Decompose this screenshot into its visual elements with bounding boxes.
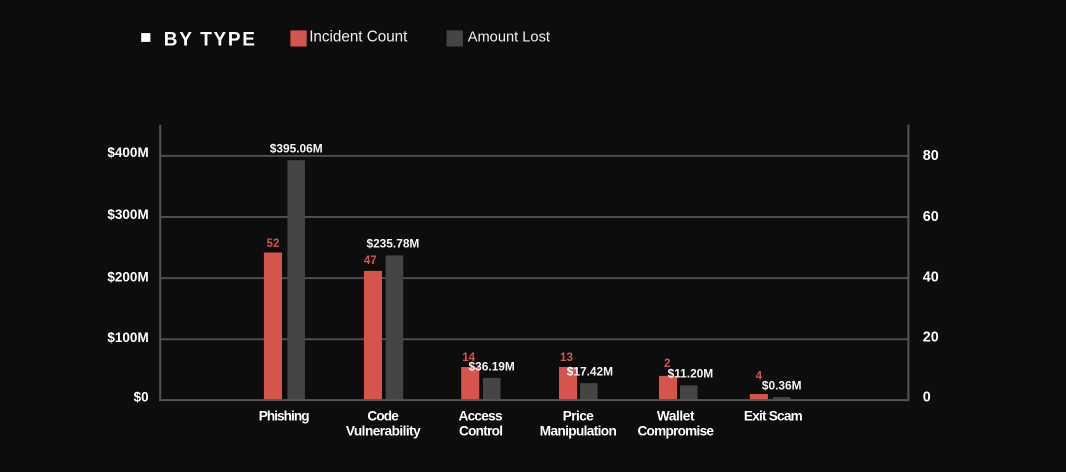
svg-text:60: 60 [923, 209, 939, 225]
svg-text:Manipulation: Manipulation [540, 423, 617, 438]
svg-text:0: 0 [923, 389, 931, 405]
svg-text:$100M: $100M [107, 330, 148, 345]
svg-text:$400M: $400M [107, 145, 148, 160]
svg-text:Incident Count: Incident Count [309, 29, 408, 46]
svg-text:2: 2 [664, 357, 670, 370]
svg-text:13: 13 [560, 351, 573, 364]
svg-text:$11.20M: $11.20M [668, 367, 714, 381]
svg-text:$0.36M: $0.36M [762, 379, 802, 393]
svg-text:Exit Scam: Exit Scam [744, 409, 803, 424]
svg-text:4: 4 [756, 370, 763, 383]
svg-text:Wallet: Wallet [657, 409, 695, 424]
svg-text:$17.42M: $17.42M [567, 365, 613, 379]
svg-text:Price: Price [563, 409, 594, 424]
svg-text:Phishing: Phishing [259, 409, 310, 424]
svg-text:$235.78M: $235.78M [366, 236, 419, 250]
svg-text:$300M: $300M [107, 207, 148, 222]
svg-text:52: 52 [267, 237, 280, 250]
svg-text:Code: Code [367, 409, 399, 424]
svg-text:BY TYPE: BY TYPE [164, 30, 257, 51]
svg-text:$36.19M: $36.19M [469, 359, 515, 373]
svg-text:$395.06M: $395.06M [270, 142, 323, 156]
svg-text:$200M: $200M [107, 269, 148, 284]
svg-text:40: 40 [923, 269, 939, 285]
svg-text:20: 20 [923, 329, 939, 345]
svg-text:Compromise: Compromise [637, 423, 714, 438]
svg-text:Vulnerability: Vulnerability [346, 423, 421, 438]
svg-text:80: 80 [923, 148, 939, 164]
svg-text:14: 14 [462, 351, 475, 364]
svg-text:47: 47 [364, 254, 377, 267]
svg-text:$0: $0 [134, 390, 149, 405]
svg-text:Amount Lost: Amount Lost [468, 29, 551, 46]
svg-text:Control: Control [459, 423, 503, 438]
svg-text:Access: Access [458, 409, 502, 424]
